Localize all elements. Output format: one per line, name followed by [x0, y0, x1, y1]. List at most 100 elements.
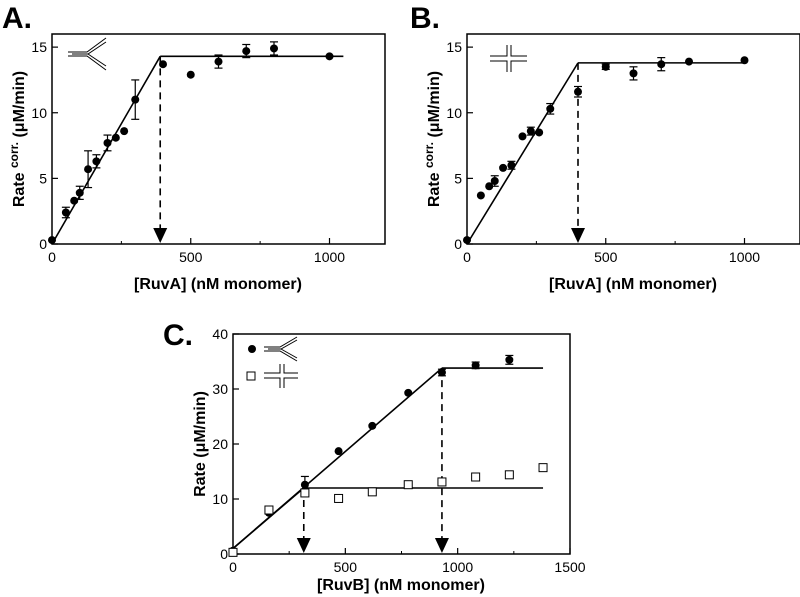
panel-b-x-tick-label: 1000: [729, 249, 760, 265]
panel-b-data-point: [507, 161, 516, 170]
panel-c-x-axis-label: [RuvB] (nM monomer): [317, 577, 485, 594]
panel-c-data-points: [228, 354, 548, 557]
y-junction-icon: [68, 37, 107, 71]
panel-a-data-point: [214, 57, 223, 66]
x-junction-icon: [490, 45, 527, 72]
panel-a-breakpoint-arrowhead: [153, 228, 168, 243]
panel-a-ticks: 0 500 1000 0 5 10 15: [31, 39, 345, 265]
panel-b-data-point: [685, 57, 693, 66]
panel-c-data-point: [437, 368, 446, 377]
panel-c-fit-line: [232, 487, 305, 550]
panel-b-data-point: [740, 56, 749, 65]
legend-filled-circle-marker: [248, 345, 256, 353]
panel-c-data-point: [368, 421, 377, 430]
panel-a-data-point: [325, 52, 334, 61]
panel-b-y-tick-label: 5: [454, 170, 462, 186]
panel-c-data-point-square: [264, 505, 274, 515]
panel-a-data-point: [131, 95, 140, 104]
panel-c-data-point: [471, 361, 480, 370]
panel-b-data-point: [499, 163, 508, 172]
panel-a-data-point: [111, 133, 120, 142]
panel-c-data-point-square: [300, 488, 310, 498]
panel-c-fit-lines: [232, 367, 544, 553]
panel-b-data-point: [535, 128, 544, 137]
panel-b-data-point: [657, 60, 666, 69]
panel-b-plot-frame: [466, 33, 800, 245]
panel-c-y-tick-label: 30: [212, 381, 228, 397]
panel-b-data-point: [574, 87, 582, 96]
panel-c-data-point: [404, 388, 413, 397]
panel-c-data-point-square: [504, 470, 514, 480]
panel-b-data-point: [463, 236, 471, 245]
panel-a-letter: A.: [2, 2, 32, 35]
panel-b-data-point: [518, 132, 527, 141]
panel-b-ticks: 0 500 1000 0 5 10 15: [446, 39, 760, 265]
panel-b-fit-line: [466, 62, 579, 245]
panel-a-y-tick-label: 10: [31, 105, 47, 121]
panel-c-data-point-square: [437, 477, 447, 487]
panel-a-data-point: [242, 47, 251, 56]
panel-c-data-point: [505, 355, 514, 364]
panel-c-x-tick-label: 500: [334, 559, 358, 575]
panel-b-x-axis-label: [RuvA] (nM monomer): [549, 276, 717, 293]
panel-b-letter: B.: [410, 2, 440, 35]
y-junction-icon: [264, 336, 298, 362]
panel-c-data-point-square: [334, 493, 344, 503]
panel-b-data-point: [629, 69, 638, 78]
panel-b-x-tick-label: 500: [594, 249, 618, 265]
panel-a-fit-lines: [51, 55, 344, 245]
panel-c-y-tick-label: 0: [220, 546, 228, 562]
panel-a-data-point: [75, 188, 84, 197]
panel-a-plot-frame: [51, 33, 386, 245]
panel-c-breakpoint-arrowhead: [434, 538, 449, 553]
panel-a-data-point: [120, 127, 129, 136]
panel-a-x-tick-label: 500: [179, 249, 203, 265]
panel-b-data-point: [476, 191, 485, 200]
panel-a-data-point: [186, 70, 195, 79]
panel-a-y-tick-label: 0: [39, 236, 47, 252]
panel-a-y-tick-label: 15: [31, 39, 47, 55]
panel-b-data-point: [485, 182, 494, 191]
panel-a-data-point: [159, 60, 167, 69]
panel-a-x-tick-label: 0: [48, 249, 56, 265]
panel-b-x-tick-label: 0: [463, 249, 471, 265]
panel-a: A. 0 500 1000 0 5 10 15 [RuvA] (nM monomer) Ra…: [2, 2, 386, 293]
panel-a-data-point: [270, 44, 278, 53]
panel-c-y-tick-label: 20: [212, 436, 228, 452]
panel-c-letter: C.: [163, 319, 193, 352]
panel-c-y-tick-label: 10: [212, 491, 228, 507]
panel-a-data-point: [70, 196, 79, 205]
legend-open-square-marker: [246, 371, 256, 381]
panel-b-y-tick-label: 15: [446, 39, 462, 55]
panel-a-x-tick-label: 1000: [314, 249, 345, 265]
panel-c-y-axis-label: Rate (μM/min): [192, 391, 209, 497]
panel-a-data-point: [103, 138, 112, 147]
panel-b-y-tick-label: 10: [446, 105, 462, 121]
panel-c-data-point-square: [471, 472, 481, 482]
panel-c: C. 0 500 1000 1500 0 10 20 30 40 [RuvB] (nM mono…: [163, 319, 586, 594]
panel-c-x-tick-label: 0: [229, 559, 237, 575]
panel-a-data-points: [48, 41, 334, 245]
panel-c-data-point: [300, 480, 309, 489]
panel-c-breakpoint-arrowhead: [296, 538, 311, 553]
panel-b-data-point: [546, 104, 555, 113]
panel-a-data-point: [92, 157, 101, 166]
panel-a-x-axis-label: [RuvA] (nM monomer): [134, 276, 302, 293]
panel-b-breakpoint-arrowhead: [571, 228, 585, 243]
panel-b: B. 0 500 1000 0 5 10 15 [RuvA] (nM monomer) Ra…: [410, 2, 800, 293]
panel-c-data-point-square: [403, 480, 413, 490]
panel-c-x-tick-label: 1000: [442, 559, 473, 575]
panel-b-data-points: [463, 56, 749, 245]
panel-a-data-point: [61, 208, 70, 217]
panel-c-ticks: 0 500 1000 1500 0 10 20 30 40: [212, 326, 585, 575]
panel-b-y-tick-label: 0: [454, 236, 462, 252]
panel-c-data-point: [334, 447, 343, 456]
panel-a-y-axis-label: Rate corr. (μM/min): [7, 71, 28, 207]
panel-c-data-point-square: [538, 463, 548, 473]
panel-b-data-point: [526, 127, 535, 136]
panel-c-x-tick-label: 1500: [554, 559, 585, 575]
panel-c-data-point-square: [367, 487, 377, 497]
panel-b-data-point: [601, 62, 610, 71]
panel-a-data-point: [48, 236, 56, 245]
x-junction-icon: [264, 364, 298, 388]
